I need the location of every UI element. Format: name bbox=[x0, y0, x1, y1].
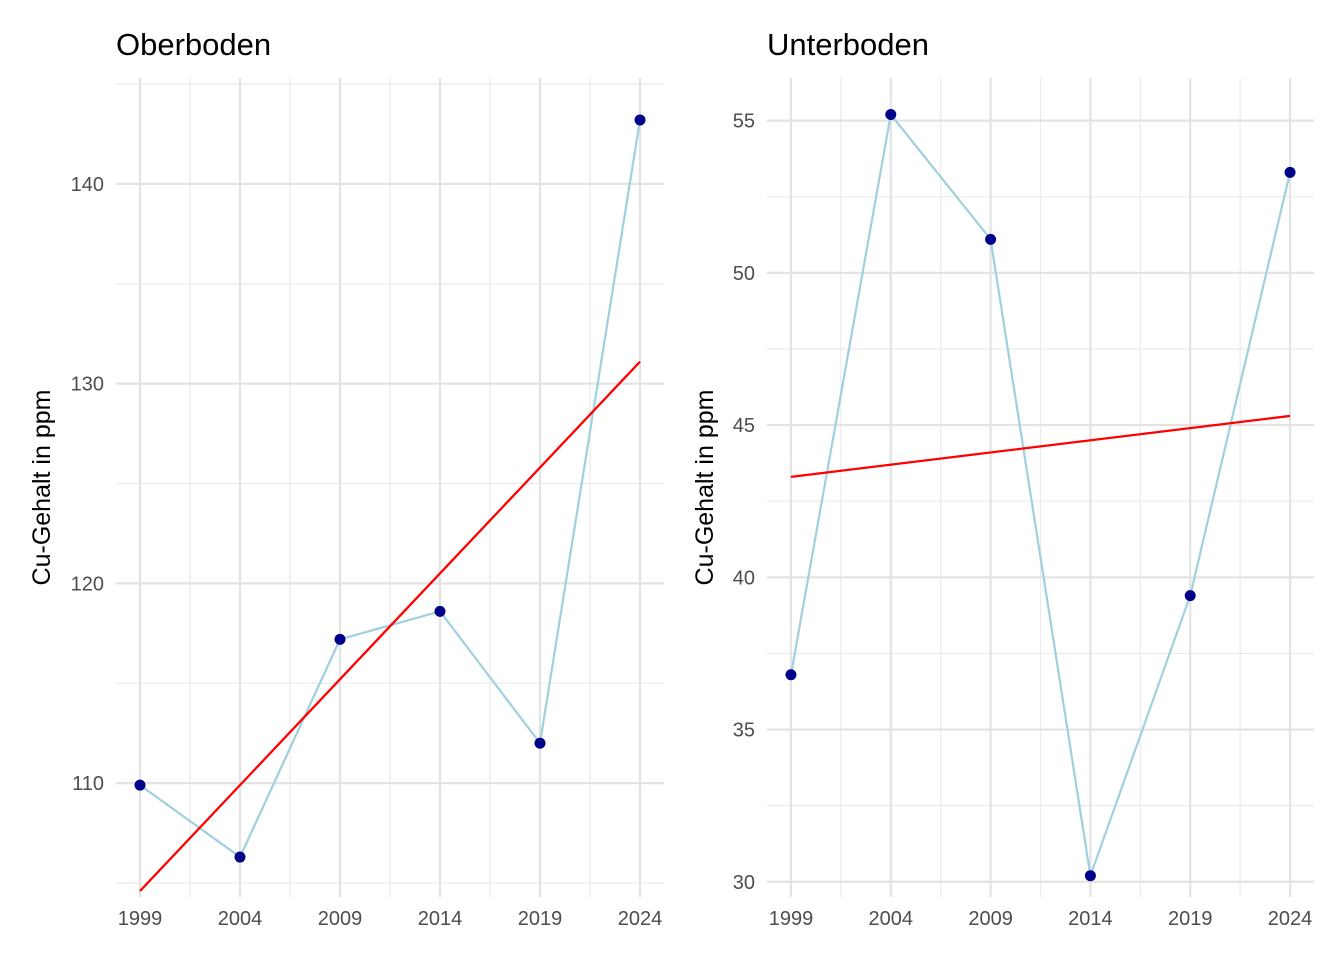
x-tick-label: 2014 bbox=[418, 908, 463, 930]
x-tick-label: 2009 bbox=[968, 908, 1013, 930]
data-point bbox=[634, 114, 646, 126]
y-tick-label: 40 bbox=[733, 567, 755, 589]
data-point bbox=[334, 633, 346, 645]
x-tick-label: 2024 bbox=[618, 908, 663, 930]
y-tick-label: 30 bbox=[733, 872, 755, 894]
y-tick-label: 140 bbox=[71, 174, 104, 196]
data-point bbox=[785, 669, 797, 681]
y-axis-label: Cu-Gehalt in ppm bbox=[28, 390, 56, 586]
y-axis-label: Cu-Gehalt in ppm bbox=[691, 390, 719, 586]
series-line bbox=[789, 111, 1292, 877]
data-point bbox=[434, 605, 446, 617]
y-tick-label: 50 bbox=[733, 263, 755, 285]
x-tick-label: 2004 bbox=[869, 908, 914, 930]
y-tick-label: 130 bbox=[71, 374, 104, 396]
x-tick-label: 2019 bbox=[1168, 908, 1213, 930]
x-tick-label: 1999 bbox=[769, 908, 814, 930]
y-tick-label: 45 bbox=[733, 415, 755, 437]
x-tick-label: 2009 bbox=[318, 908, 363, 930]
y-tick-label: 35 bbox=[733, 720, 755, 742]
trend-line bbox=[139, 360, 641, 892]
y-tick-label: 110 bbox=[72, 773, 104, 795]
chart-title: Unterboden bbox=[767, 27, 929, 62]
x-tick-label: 2004 bbox=[218, 908, 263, 930]
x-tick-label: 2014 bbox=[1068, 908, 1113, 930]
x-tick-label: 2019 bbox=[518, 908, 563, 930]
data-point bbox=[234, 851, 246, 863]
data-point bbox=[885, 109, 897, 121]
trend-line bbox=[790, 414, 1291, 478]
data-point bbox=[985, 233, 997, 245]
data-point bbox=[134, 779, 146, 791]
data-point bbox=[534, 737, 546, 749]
panel-oberboden: 1999 2004 2009 2014 2019 2024 110 120 130 140 Ober… bbox=[28, 27, 664, 930]
y-tick-label: 55 bbox=[733, 111, 755, 133]
data-point bbox=[1184, 590, 1196, 602]
x-tick-label: 2024 bbox=[1268, 908, 1313, 930]
chart-title: Oberboden bbox=[116, 27, 271, 62]
data-point bbox=[1084, 870, 1096, 882]
y-tick-label: 120 bbox=[71, 573, 104, 595]
data-point bbox=[1284, 166, 1296, 178]
panel-unterboden: 1999 2004 2009 2014 2019 2024 30 35 40 45 50 55 Unte… bbox=[691, 27, 1314, 930]
x-tick-label: 1999 bbox=[118, 908, 163, 930]
